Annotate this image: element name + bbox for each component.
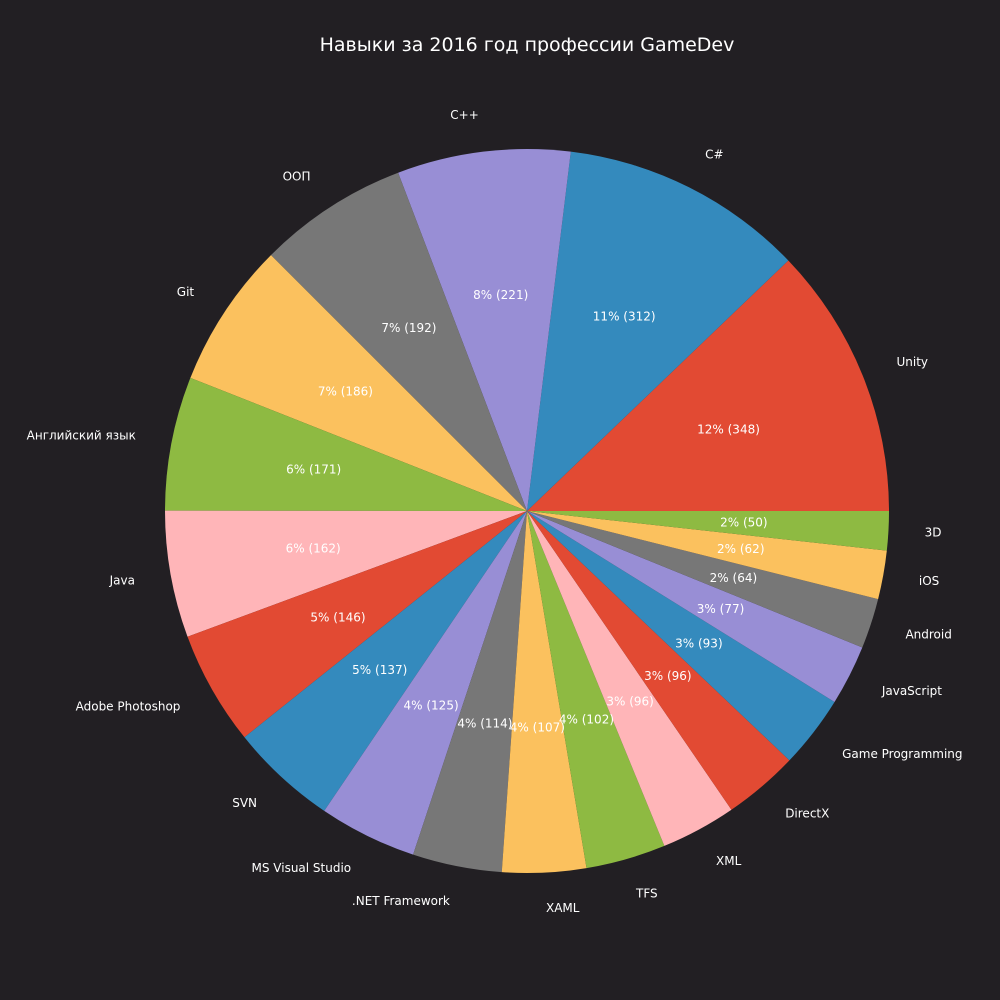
pie-slice-net-framework (413, 511, 527, 873)
slice-label-ооп: ООП (283, 169, 311, 183)
slice-label-git: Git (177, 285, 195, 299)
slice-label-c: C++ (450, 108, 479, 122)
slice-label-xml: XML (716, 854, 742, 868)
pie-slice-xaml (501, 511, 587, 873)
slice-label-android: Android (905, 627, 951, 641)
slice-percent-c: 8% (221) (473, 288, 528, 302)
slice-percent-adobe-photoshop: 5% (146) (310, 610, 365, 624)
pie-slice-adobe-photoshop (187, 511, 527, 738)
slice-percent-directx: 3% (96) (644, 669, 691, 683)
pie-slice-git (190, 255, 528, 511)
slice-percent-net-framework: 4% (114) (457, 717, 512, 731)
slice-percent-ооп: 7% (192) (381, 321, 436, 335)
pie-slice-xml (527, 511, 732, 846)
slice-label-directx: DirectX (785, 807, 829, 821)
slice-percent-tfs: 4% (102) (559, 712, 614, 726)
slice-percent-английский-язык: 6% (171) (286, 463, 341, 477)
pie-slice-svn (244, 511, 527, 811)
pie-slice-directx (527, 511, 790, 810)
slice-percent-unity: 12% (348) (697, 423, 760, 437)
slice-label-javascript: JavaScript (881, 684, 942, 698)
slice-percent-xaml: 4% (107) (510, 720, 565, 734)
chart-title: Навыки за 2016 год профессии GameDev (320, 34, 735, 56)
pie-slice-java (165, 510, 527, 637)
pie-slice-английский-язык (165, 377, 527, 511)
slice-label-java: Java (109, 574, 135, 588)
slice-label-ios: iOS (919, 574, 939, 588)
slice-percent-ms-visual-studio: 4% (125) (404, 698, 459, 712)
slice-label-net-framework: .NET Framework (352, 894, 450, 908)
slice-percent-c: 11% (312) (593, 309, 656, 323)
slice-label-tfs: TFS (635, 886, 658, 900)
slice-label-svn: SVN (232, 796, 257, 810)
slice-label-adobe-photoshop: Adobe Photoshop (76, 700, 181, 714)
slice-label-c: C# (705, 147, 723, 161)
slice-percent-java: 6% (162) (286, 542, 341, 556)
pie-slice-unity (527, 260, 889, 511)
slice-label-3d: 3D (925, 525, 942, 539)
pie-slice-tfs (527, 511, 665, 869)
slice-percent-xml: 3% (96) (606, 695, 653, 709)
slice-percent-ios: 2% (62) (717, 542, 764, 556)
pie-slice-3d (527, 511, 889, 551)
slice-percent-3d: 2% (50) (720, 515, 767, 529)
pie-slice-ios (527, 511, 887, 600)
slice-label-ms-visual-studio: MS Visual Studio (252, 861, 352, 875)
pie-labels: Unity 12% (348) C# 11% (312) C++ 8% (221) ООП 7… (27, 108, 963, 915)
pie-slice-c (527, 151, 789, 511)
slice-label-английский-язык: Английский язык (27, 429, 136, 443)
pie-slices (165, 148, 889, 873)
pie-slice-ооп (270, 172, 527, 512)
slice-percent-android: 2% (64) (710, 571, 757, 585)
slice-percent-javascript: 3% (77) (697, 602, 744, 616)
slice-percent-svn: 5% (137) (352, 663, 407, 677)
slice-percent-git: 7% (186) (318, 384, 373, 398)
pie-slice-ms-visual-studio (324, 511, 527, 855)
pie-slice-android (527, 511, 879, 648)
slice-label-unity: Unity (896, 355, 928, 369)
pie-slice-c (398, 148, 571, 511)
slice-label-xaml: XAML (546, 901, 580, 915)
slice-percent-game-programming: 3% (93) (675, 636, 722, 650)
pie-slice-javascript (527, 511, 863, 702)
slice-label-game-programming: Game Programming (842, 747, 962, 761)
pie-slice-game-programming (527, 511, 835, 761)
